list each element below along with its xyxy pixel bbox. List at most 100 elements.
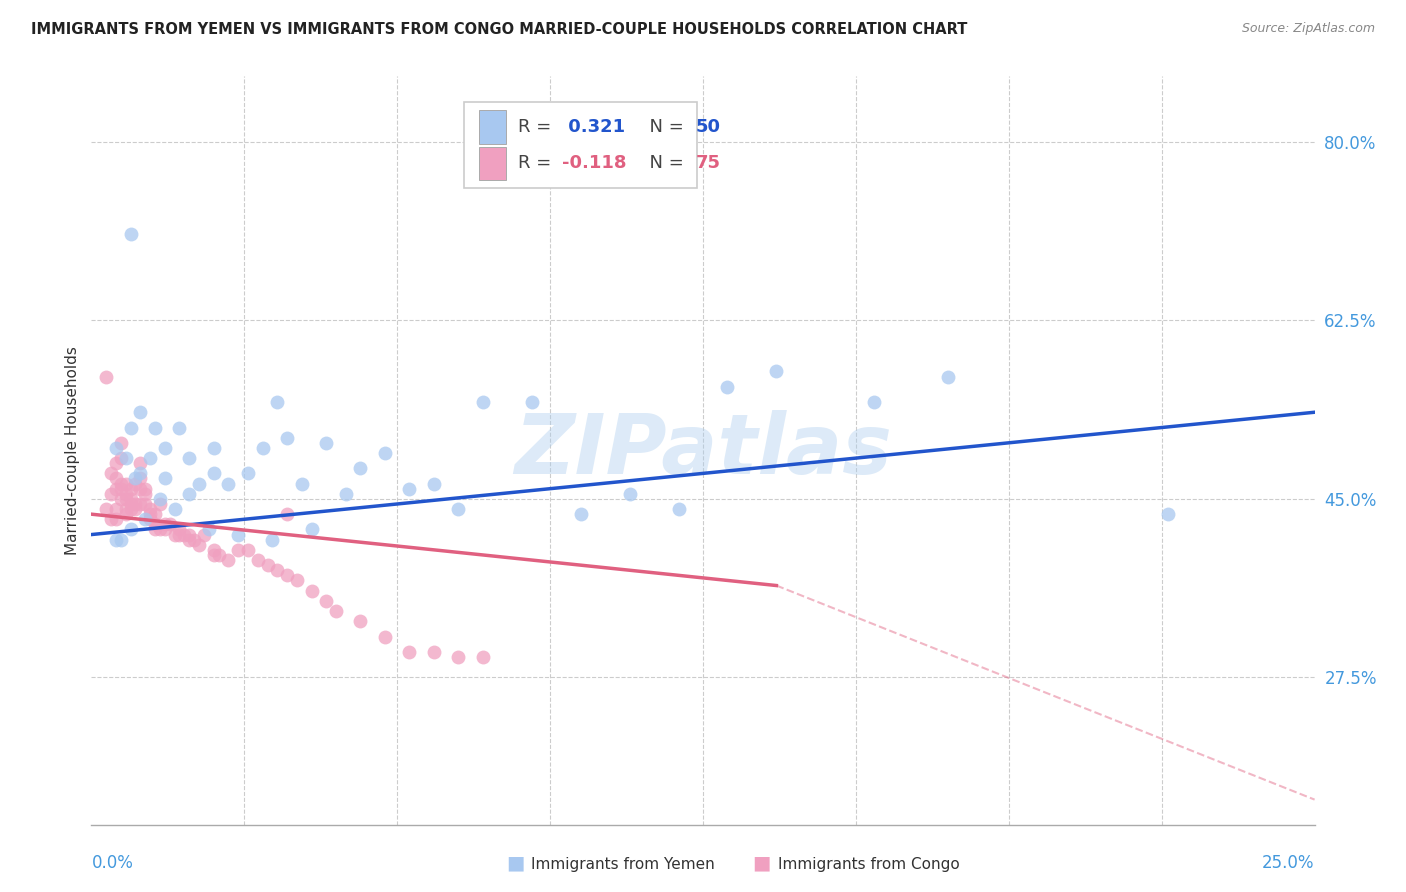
Point <box>139 451 162 466</box>
Text: N =: N = <box>638 154 690 172</box>
Point <box>139 502 162 516</box>
Point <box>262 533 284 547</box>
Point <box>349 614 371 628</box>
Point <box>276 507 298 521</box>
Point <box>863 395 886 409</box>
Point <box>236 542 259 557</box>
Point <box>188 476 211 491</box>
Point <box>120 497 142 511</box>
Point <box>100 467 122 481</box>
Point <box>134 487 156 501</box>
Point <box>129 482 152 496</box>
Point <box>374 446 396 460</box>
Point <box>179 487 201 501</box>
Point <box>285 574 308 588</box>
Point <box>134 512 156 526</box>
Point <box>120 502 142 516</box>
Point <box>169 523 191 537</box>
Point <box>765 364 787 378</box>
Point <box>129 405 152 419</box>
Point <box>716 380 738 394</box>
Point <box>447 649 470 664</box>
Point <box>173 527 195 541</box>
Text: IMMIGRANTS FROM YEMEN VS IMMIGRANTS FROM CONGO MARRIED-COUPLE HOUSEHOLDS CORRELA: IMMIGRANTS FROM YEMEN VS IMMIGRANTS FROM… <box>31 22 967 37</box>
Point <box>110 451 132 466</box>
Text: 50: 50 <box>696 118 721 136</box>
Point <box>936 369 959 384</box>
Point <box>1157 507 1180 521</box>
Point <box>114 476 136 491</box>
Point <box>169 527 191 541</box>
Point <box>94 369 117 384</box>
Point <box>179 527 201 541</box>
Point <box>276 431 298 445</box>
Point <box>471 649 494 664</box>
Point <box>120 420 142 434</box>
Point <box>179 451 201 466</box>
Point <box>104 533 127 547</box>
Point <box>124 502 146 516</box>
Text: Source: ZipAtlas.com: Source: ZipAtlas.com <box>1241 22 1375 36</box>
Point <box>423 645 446 659</box>
Text: -0.118: -0.118 <box>562 154 627 172</box>
Point <box>100 487 122 501</box>
Point <box>569 507 592 521</box>
Point <box>149 497 172 511</box>
Point <box>139 512 162 526</box>
Point <box>266 563 288 577</box>
Point <box>114 502 136 516</box>
Point <box>291 476 314 491</box>
Point <box>104 471 127 485</box>
Text: N =: N = <box>638 118 690 136</box>
Point <box>114 491 136 506</box>
Point <box>120 482 142 496</box>
Point <box>188 538 211 552</box>
Point <box>110 476 132 491</box>
Point <box>129 467 152 481</box>
Point <box>94 502 117 516</box>
Point <box>120 523 142 537</box>
FancyBboxPatch shape <box>479 146 506 180</box>
Point <box>266 395 288 409</box>
Point <box>226 527 249 541</box>
Point <box>256 558 278 573</box>
Point <box>100 512 122 526</box>
Text: ZIPatlas: ZIPatlas <box>515 410 891 491</box>
Point <box>315 594 337 608</box>
Point <box>104 502 127 516</box>
Point <box>110 435 132 450</box>
Point <box>129 456 152 470</box>
Point <box>349 461 371 475</box>
Point <box>104 441 127 455</box>
Point <box>520 395 543 409</box>
Point <box>447 502 470 516</box>
Point <box>163 502 186 516</box>
Point <box>193 527 215 541</box>
Text: 0.321: 0.321 <box>562 118 626 136</box>
Point <box>104 512 127 526</box>
Point <box>110 482 132 496</box>
Point <box>217 553 239 567</box>
Text: Immigrants from Yemen: Immigrants from Yemen <box>531 857 716 872</box>
Point <box>202 548 225 562</box>
FancyBboxPatch shape <box>479 110 506 144</box>
Point <box>159 517 181 532</box>
Point <box>149 523 172 537</box>
Y-axis label: Married-couple Households: Married-couple Households <box>65 346 80 555</box>
Point <box>120 491 142 506</box>
Text: 0.0%: 0.0% <box>91 854 134 871</box>
FancyBboxPatch shape <box>464 102 697 188</box>
Point <box>301 583 323 598</box>
Point <box>202 467 225 481</box>
Point <box>104 482 127 496</box>
Point <box>143 420 166 434</box>
Point <box>398 645 420 659</box>
Point <box>129 471 152 485</box>
Point <box>153 441 176 455</box>
Point <box>124 476 146 491</box>
Point <box>139 507 162 521</box>
Point <box>143 523 166 537</box>
Point <box>668 502 690 516</box>
Point <box>149 491 172 506</box>
Point <box>163 527 186 541</box>
